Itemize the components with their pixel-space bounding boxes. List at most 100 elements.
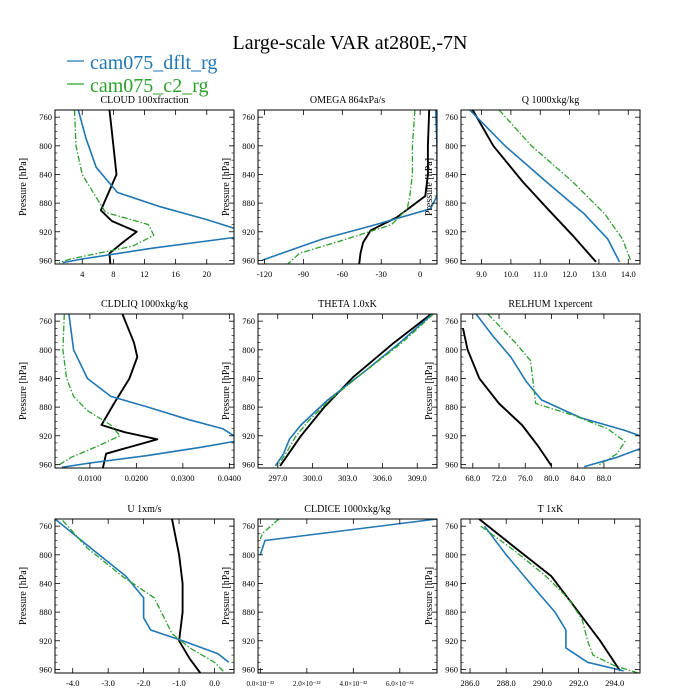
x-tick-label: 16 <box>171 269 180 279</box>
x-tick-label: 0.0300 <box>171 473 194 483</box>
legend: cam075_dflt_rg cam075_c2_rg <box>67 52 217 97</box>
series-line-reference <box>99 110 138 264</box>
y-tick-label: 920 <box>39 636 52 646</box>
y-tick-label: 840 <box>445 169 458 179</box>
x-tick-label: 286.0 <box>460 678 479 688</box>
series-line-cam075-dflt-rg <box>68 314 234 437</box>
x-tick-label: 12 <box>140 269 149 279</box>
y-tick-label: 800 <box>39 141 52 151</box>
series-line-cam075-c2-rg <box>480 525 639 673</box>
x-tick-label: -2.0 <box>137 678 150 688</box>
y-tick-label: 760 <box>39 521 52 531</box>
x-tick-label: 292.0 <box>569 678 588 688</box>
series-line-cam075-dflt-rg <box>584 447 640 468</box>
series-group <box>478 519 639 673</box>
series-line-reference <box>358 110 431 264</box>
x-tick-label: 84.0 <box>570 473 585 483</box>
y-tick-label: 880 <box>445 607 458 617</box>
panel-8: 286.0 288.0 290.0 292.0 294.0 760 800 840 880 920… <box>424 504 641 688</box>
series-group <box>56 314 234 468</box>
y-tick-label: 760 <box>445 112 458 122</box>
x-tick-label: 6.0×10⁻³² <box>386 680 414 688</box>
series-line-reference <box>100 314 159 468</box>
panel-title: CLDLIQ 1000xkg/kg <box>101 299 188 310</box>
series-line-cam075-c2-rg <box>58 110 155 264</box>
x-tick-label: 14.0 <box>621 269 636 279</box>
y-tick-label: 760 <box>39 316 52 326</box>
x-tick-label: 11.0 <box>533 269 548 279</box>
y-tick-label: 920 <box>445 636 458 646</box>
panel-title: RELHUM 1xpercent <box>508 299 592 310</box>
y-tick-label: 880 <box>39 607 52 617</box>
y-tick-label: 840 <box>445 373 458 383</box>
x-tick-label: 4.0×10⁻³² <box>340 680 368 688</box>
panel-1: -120 -90 -60 -30 0 760 800 840 880 920 960 OMEGA 86… <box>221 95 438 279</box>
x-tick-label: 2.0×10⁻³² <box>293 680 321 688</box>
panel-title: THETA 1.0xK <box>318 299 377 310</box>
panel-2: 9.0 10.0 11.0 12.0 13.0 14.0 760 800 840 880 920 96… <box>424 95 641 279</box>
x-tick-label: 309.0 <box>408 473 427 483</box>
x-tick-label: -120 <box>257 269 273 279</box>
plot-frame <box>257 109 438 265</box>
y-axis-label: Pressure [hPa] <box>18 362 29 420</box>
series-line-cam075-dflt-rg <box>61 440 234 468</box>
y-tick-label: 840 <box>445 578 458 588</box>
series-group <box>259 519 437 556</box>
x-tick-label: 20 <box>203 269 212 279</box>
series-line-cam075-dflt-rg <box>483 525 624 672</box>
y-tick-label: 880 <box>39 198 52 208</box>
series-line-reference <box>478 519 621 672</box>
y-tick-label: 760 <box>242 112 255 122</box>
series-line-cam075-dflt-rg <box>62 236 234 264</box>
series-group <box>469 110 632 263</box>
x-tick-label: 0.0100 <box>78 473 101 483</box>
x-tick-label: 300.0 <box>303 473 322 483</box>
series-line-cam075-dflt-rg <box>259 519 437 556</box>
y-tick-label: 880 <box>445 198 458 208</box>
x-tick-label: -3.0 <box>101 678 114 688</box>
y-tick-label: 800 <box>39 345 52 355</box>
y-tick-label: 920 <box>445 431 458 441</box>
y-axis-label: Pressure [hPa] <box>221 158 232 216</box>
x-tick-label: -30 <box>376 269 387 279</box>
x-tick-label: 80.0 <box>544 473 559 483</box>
y-tick-label: 760 <box>39 112 52 122</box>
y-axis-label: Pressure [hPa] <box>221 362 232 420</box>
y-tick-label: 880 <box>242 402 255 412</box>
x-tick-label: 0.0 <box>209 678 220 688</box>
x-tick-label: 13.0 <box>591 269 606 279</box>
x-tick-label: 0 <box>418 269 422 279</box>
panel-5: 68.0 72.0 76.0 80.0 84.0 88.0 760 800 840 880 920 9… <box>424 299 641 483</box>
figure-title: Large-scale VAR at280E,-7N <box>233 32 468 54</box>
series-line-cam075-c2-rg <box>56 314 121 467</box>
x-tick-label: 0.0×10⁻³² <box>247 680 275 688</box>
x-tick-label: 290.0 <box>533 678 552 688</box>
series-line-cam075-c2-rg <box>277 314 434 467</box>
legend-label-c2: cam075_c2_rg <box>90 75 209 97</box>
x-tick-label: -90 <box>298 269 309 279</box>
y-tick-label: 800 <box>445 345 458 355</box>
series-line-cam075-dflt-rg <box>274 314 433 467</box>
x-tick-label: 297.0 <box>268 473 287 483</box>
series-line-cam075-dflt-rg <box>77 110 234 229</box>
x-tick-label: -60 <box>337 269 348 279</box>
y-axis-label: Pressure [hPa] <box>221 567 232 625</box>
y-tick-label: 840 <box>39 169 52 179</box>
y-axis-label: Pressure [hPa] <box>18 567 29 625</box>
y-tick-label: 760 <box>242 316 255 326</box>
x-tick-label: 0.0400 <box>218 473 241 483</box>
plot-frame <box>460 313 641 469</box>
y-tick-label: 920 <box>242 227 255 237</box>
x-tick-label: 68.0 <box>465 473 480 483</box>
plot-frame <box>54 518 235 674</box>
y-tick-label: 840 <box>242 169 255 179</box>
x-tick-label: 294.0 <box>605 678 624 688</box>
y-tick-label: 920 <box>445 227 458 237</box>
y-tick-label: 840 <box>39 578 52 588</box>
plot-frame <box>460 518 641 674</box>
y-tick-label: 960 <box>445 459 458 469</box>
panel-3: 0.0100 0.0200 0.0300 0.0400 760 800 840 880 920 9… <box>18 299 241 483</box>
x-tick-label: 306.0 <box>373 473 392 483</box>
y-tick-label: 760 <box>242 521 255 531</box>
